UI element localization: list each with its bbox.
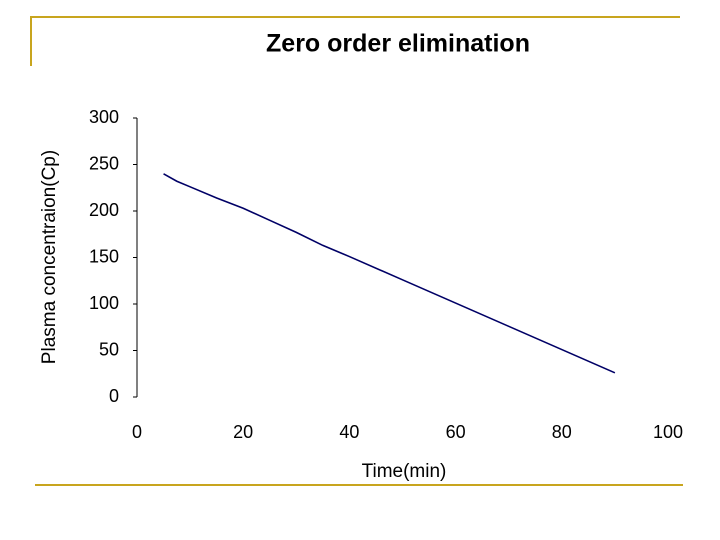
y-tick-label: 0 bbox=[109, 386, 119, 406]
x-tick-label: 40 bbox=[339, 422, 359, 442]
x-tick-label: 100 bbox=[653, 422, 683, 442]
x-tick-label: 0 bbox=[132, 422, 142, 442]
y-tick-label: 300 bbox=[89, 107, 119, 127]
x-axis-title: Time(min) bbox=[362, 461, 447, 482]
data-line bbox=[163, 173, 616, 374]
y-tick-label: 250 bbox=[89, 153, 119, 173]
x-tick-label: 60 bbox=[446, 422, 466, 442]
y-tick-label: 50 bbox=[99, 339, 119, 359]
x-tick-label: 80 bbox=[552, 422, 572, 442]
y-tick-label: 150 bbox=[89, 246, 119, 266]
y-tick-label: 200 bbox=[89, 200, 119, 220]
y-tick-label: 100 bbox=[89, 293, 119, 313]
y-axis-title: Plasma concentraion(Cp) bbox=[39, 150, 60, 364]
chart-title: Zero order elimination bbox=[266, 30, 530, 58]
x-tick-label: 20 bbox=[233, 422, 253, 442]
